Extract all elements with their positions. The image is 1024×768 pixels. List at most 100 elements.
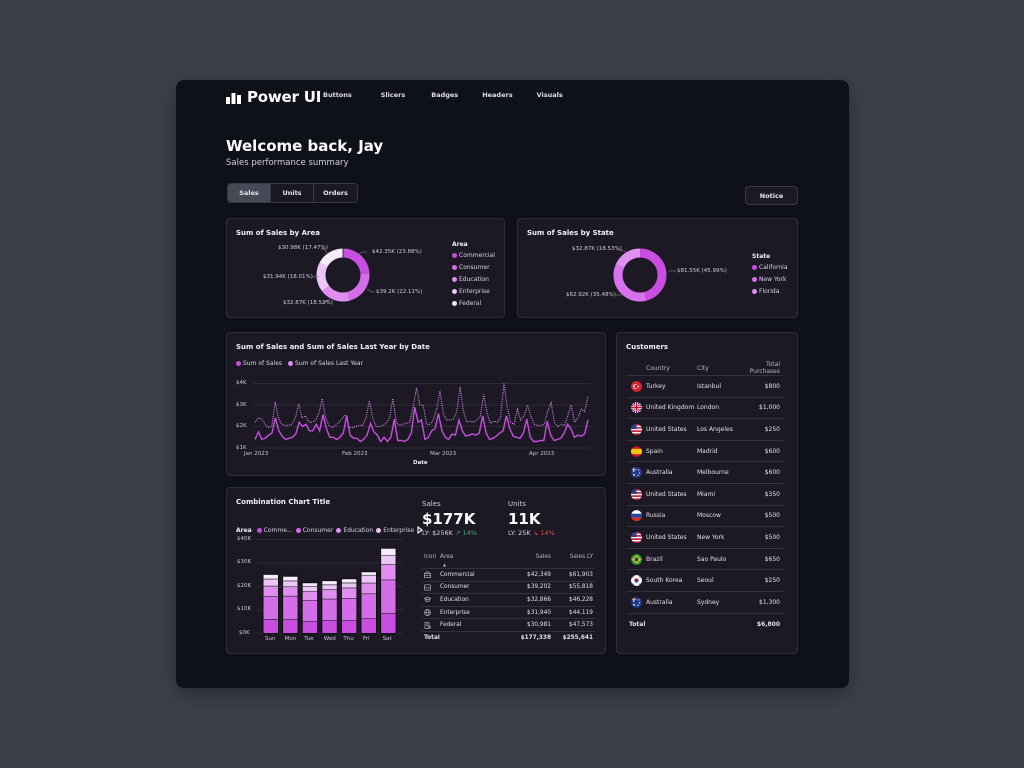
table-row[interactable]: Federal $30,981 $47,573 [422, 619, 595, 632]
nav-slicers[interactable]: Slicers [380, 91, 406, 99]
legend-item-consumer[interactable]: Consumer [452, 261, 495, 273]
table-row[interactable]: Consumer $39,202 $55,818 [422, 582, 595, 595]
col-city[interactable]: City [697, 364, 709, 372]
table-row[interactable]: United Kingdom London $1,000 [626, 398, 783, 420]
col-sales[interactable]: Sales [535, 554, 551, 560]
area-cell: Consumer [440, 584, 470, 591]
nav-badges[interactable]: Badges [431, 91, 459, 99]
area-table-header: Icon Area ▲ Sales Sales LY [422, 554, 595, 569]
tab-units[interactable]: Units [271, 184, 314, 202]
area-cell: Enterprise [440, 609, 470, 616]
state-label-new-york: $62.92K (35.48%) [566, 292, 616, 298]
col-country[interactable]: Country [646, 364, 670, 372]
table-row[interactable]: Enterprise $31,940 $44,119 [422, 607, 595, 620]
x-tick: Tue [304, 636, 314, 642]
metric-tab-group: Sales Units Orders [227, 183, 358, 203]
table-row[interactable]: United States Miami $350 [626, 484, 783, 506]
area-legend-title: Area [452, 241, 468, 248]
legend-item-new-york[interactable]: New York [752, 273, 788, 285]
total-purchases-cell: $500 [764, 533, 780, 541]
legend-dot [336, 527, 342, 533]
legend-label: Federal [459, 299, 482, 307]
total-value: $6,800 [756, 620, 780, 628]
table-row[interactable]: Australia Melbourne $600 [626, 462, 783, 484]
legend-item-education[interactable]: Education [336, 524, 373, 536]
legend-item-sum-of-sales-ly[interactable]: Sum of Sales Last Year [288, 357, 363, 369]
legend-item-education[interactable]: Education [452, 273, 495, 285]
table-row[interactable]: Turkey Istanbul $800 [626, 376, 783, 398]
legend-item-commercial[interactable]: Commercial [452, 249, 495, 261]
legend-item-enterprise[interactable]: Enterprise [452, 285, 495, 297]
col-area[interactable]: Area ▲ [440, 554, 506, 568]
col-icon[interactable]: Icon [424, 554, 437, 560]
area-table-total-row: Total $177,338 $255,641 [422, 632, 595, 645]
area-sales-table: Icon Area ▲ Sales Sales LY Commercial $42… [422, 554, 595, 645]
x-tick: Jan 2023 [244, 451, 269, 457]
legend-item-sum-of-sales[interactable]: Sum of Sales [236, 357, 282, 369]
line-chart-plot[interactable] [227, 333, 607, 477]
x-tick: Apr 2023 [529, 451, 555, 457]
total-purchases-cell: $800 [764, 382, 780, 390]
table-row[interactable]: Commercial $42,349 $61,903 [422, 569, 595, 582]
col-total-purchases[interactable]: Total Purchases [749, 361, 780, 375]
combination-card: Combination Chart Title Area Comme... Co… [226, 487, 606, 654]
total-purchases-cell: $1,300 [759, 598, 780, 606]
legend-dot [452, 276, 457, 282]
legend-label: California [759, 263, 788, 271]
sales-ly-cell: $44,119 [569, 609, 593, 616]
legend-item-florida[interactable]: Florida [752, 285, 788, 297]
kpi-units-sub: LY: 25K ↘ 14% [508, 529, 555, 537]
customers-title: Customers [626, 343, 669, 351]
country-cell: Australia [646, 598, 673, 606]
table-row[interactable]: Spain Madrid $600 [626, 441, 783, 463]
legend-dot [752, 288, 757, 294]
y-tick: $3K [236, 402, 247, 408]
legend-item-enterprise[interactable]: Enterprise [376, 524, 414, 536]
us-flag-icon [630, 488, 642, 500]
table-row[interactable]: Russia Moscow $500 [626, 506, 783, 528]
table-row[interactable]: Australia Sydney $1,300 [626, 592, 783, 614]
legend-dot [256, 527, 262, 533]
legend-item-commercial[interactable]: Comme... [256, 524, 293, 536]
y-tick: $1K [236, 445, 247, 451]
legend-item-federal[interactable]: Federal [452, 297, 495, 309]
kpi-sales: Sales $177K LY: $256K ↗ 14% [422, 500, 477, 537]
city-cell: London [697, 404, 719, 412]
x-tick: Mon [284, 636, 297, 642]
state-donut-chart[interactable] [612, 247, 668, 303]
table-row[interactable]: Brazil Sao Paulo $650 [626, 549, 783, 571]
combo-stacked-bar-chart[interactable] [227, 488, 407, 655]
dashboard-window: Power UI Buttons Slicers Badges Headers … [176, 80, 849, 688]
legend-label: Education [343, 526, 374, 534]
table-row[interactable]: United States Los Angeles $250 [626, 419, 783, 441]
tab-orders[interactable]: Orders [314, 184, 357, 202]
globe-icon [424, 609, 431, 616]
table-row[interactable]: United States New York $500 [626, 527, 783, 549]
country-cell: South Korea [646, 577, 683, 585]
x-tick: Feb 2023 [342, 451, 368, 457]
city-cell: Moscow [697, 512, 721, 520]
nav-visuals[interactable]: Visuals [536, 91, 563, 99]
area-label-education: $32.87K (18.53%) [283, 300, 333, 306]
legend-label: Consumer [459, 263, 490, 271]
nav-buttons[interactable]: Buttons [323, 91, 352, 99]
table-row[interactable]: Education $32,866 $46,228 [422, 594, 595, 607]
australia-flag-icon [630, 596, 642, 608]
kpi-units-label: Units [508, 500, 526, 508]
legend-item-consumer[interactable]: Consumer [295, 524, 333, 536]
graduation-cap-icon [424, 596, 431, 603]
tab-sales[interactable]: Sales [228, 184, 271, 202]
table-row[interactable]: South Korea Seoul $250 [626, 570, 783, 592]
nav-headers[interactable]: Headers [482, 91, 513, 99]
brand-logo[interactable]: Power UI [226, 88, 321, 106]
brazil-flag-icon [630, 553, 642, 565]
area-donut-leader-lines [313, 248, 375, 304]
city-cell: Sydney [697, 598, 720, 606]
legend-item-california[interactable]: California [752, 261, 788, 273]
y-tick: $10K [237, 606, 252, 612]
legend-next-arrow-icon[interactable] [417, 526, 423, 534]
area-donut-chart[interactable] [315, 247, 371, 303]
total-sales-ly: $255,641 [562, 635, 593, 642]
notice-button[interactable]: Notice [745, 186, 798, 205]
col-sales-ly[interactable]: Sales LY [569, 554, 593, 560]
